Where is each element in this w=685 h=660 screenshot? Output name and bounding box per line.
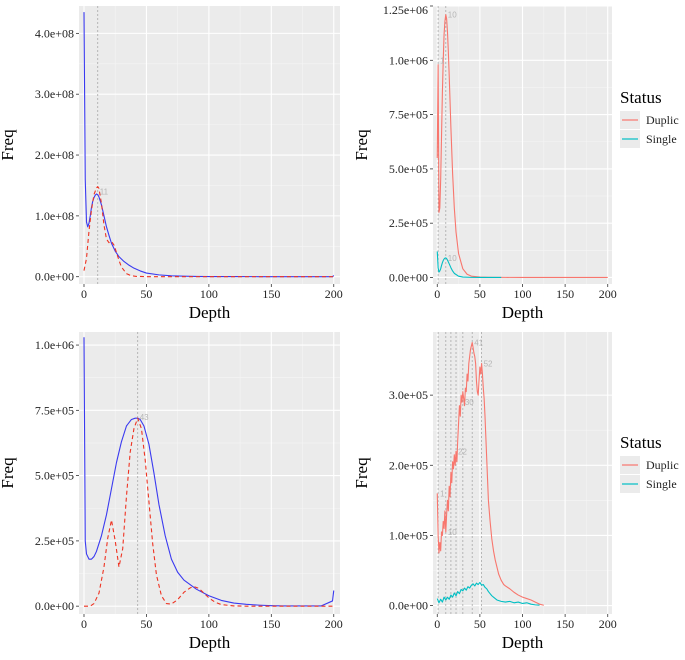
peak-label: 1 [440, 489, 445, 498]
x-tick-label: 0 [81, 287, 87, 301]
y-tick-label: 7.5e+05 [389, 108, 428, 122]
x-tick-label: 100 [514, 617, 532, 631]
x-tick-label: 200 [599, 287, 617, 301]
x-tick-label: 50 [474, 287, 486, 301]
x-tick-label: 0 [434, 617, 440, 631]
y-tick-label: 5.0e+05 [389, 162, 428, 176]
y-axis-title: Freq [352, 129, 371, 161]
x-tick-label: 50 [474, 617, 486, 631]
y-tick-label: 1.25e+06 [383, 3, 428, 17]
y-tick-label: 2.5e+05 [35, 534, 74, 548]
series-line-single [436, 251, 502, 279]
x-tick-label: 200 [325, 287, 343, 301]
x-tick-label: 0 [434, 287, 440, 301]
x-axis-title: Depth [189, 633, 231, 652]
peak-label: 10 [448, 11, 457, 20]
peak-label: 10 [448, 254, 457, 263]
y-tick-label: 1.0e+06 [389, 53, 428, 67]
series-line-duplic [436, 341, 544, 606]
peak-label: 41 [474, 339, 483, 348]
series-line-single [436, 581, 540, 606]
peak-label: 43 [140, 413, 149, 422]
x-tick-label: 100 [200, 617, 218, 631]
legend-label: Duplic [646, 458, 679, 472]
plot-panel [79, 332, 340, 614]
y-tick-label: 2.5e+05 [389, 216, 428, 230]
peak-label: 1 [440, 56, 445, 65]
peak-label: 11 [100, 188, 109, 197]
legend: Status Duplic Single [620, 433, 679, 493]
series-line-solid [83, 337, 335, 607]
y-tick-label: 5.0e+05 [35, 469, 74, 483]
y-axis-title: Freq [352, 457, 371, 489]
y-tick-label: 4.0e+08 [35, 26, 74, 40]
legend-label: Single [646, 477, 677, 491]
legend-label: Duplic [646, 113, 679, 127]
y-tick-label: 0.0e+00 [389, 599, 428, 613]
peak-label: 22 [458, 447, 467, 456]
y-tick-label: 2.0e+05 [389, 458, 428, 472]
y-tick-label: 1.0e+08 [35, 209, 74, 223]
legend: Status Duplic Single [620, 88, 679, 148]
x-tick-label: 100 [200, 287, 218, 301]
y-tick-label: 0.0e+00 [389, 270, 428, 284]
y-axis-title: Freq [0, 129, 17, 161]
peak-label: 52 [484, 360, 493, 369]
x-tick-label: 150 [556, 287, 574, 301]
chart-top-left: 11 0 50 100 150 200 0.0e+00 1.0e+08 2.0e+08 3.0e+… [0, 6, 343, 322]
x-tick-label: 100 [514, 287, 532, 301]
legend-title: Status [620, 433, 662, 452]
x-tick-label: 150 [262, 287, 280, 301]
y-tick-label: 1.0e+06 [35, 338, 74, 352]
x-tick-label: 50 [140, 287, 152, 301]
x-axis-title: Depth [502, 303, 544, 322]
x-tick-label: 200 [599, 617, 617, 631]
y-tick-label: 3.0e+08 [35, 87, 74, 101]
chart-bottom-left: 43 0 50 100 150 200 0.0e+00 2.5e+05 5.0e+05 7.5e+… [0, 332, 343, 652]
x-tick-label: 200 [325, 617, 343, 631]
legend-label: Single [646, 132, 677, 146]
x-axis-title: Depth [189, 303, 231, 322]
y-tick-label: 2.0e+08 [35, 148, 74, 162]
x-tick-label: 0 [81, 617, 87, 631]
legend-title: Status [620, 88, 662, 107]
y-tick-label: 0.0e+00 [35, 270, 74, 284]
x-tick-label: 50 [140, 617, 152, 631]
peak-label: 30 [465, 398, 474, 407]
y-tick-label: 1.0e+05 [389, 528, 428, 542]
series-line-dashed [84, 417, 334, 607]
y-tick-label: 3.0e+05 [389, 388, 428, 402]
x-axis-title: Depth [502, 633, 544, 652]
y-axis-title: Freq [0, 457, 17, 489]
y-tick-label: 7.5e+05 [35, 403, 74, 417]
y-tick-label: 0.0e+00 [35, 599, 74, 613]
plot-panel [79, 6, 340, 284]
peak-label: 10 [448, 528, 457, 537]
x-tick-label: 150 [556, 617, 574, 631]
x-tick-label: 150 [262, 617, 280, 631]
